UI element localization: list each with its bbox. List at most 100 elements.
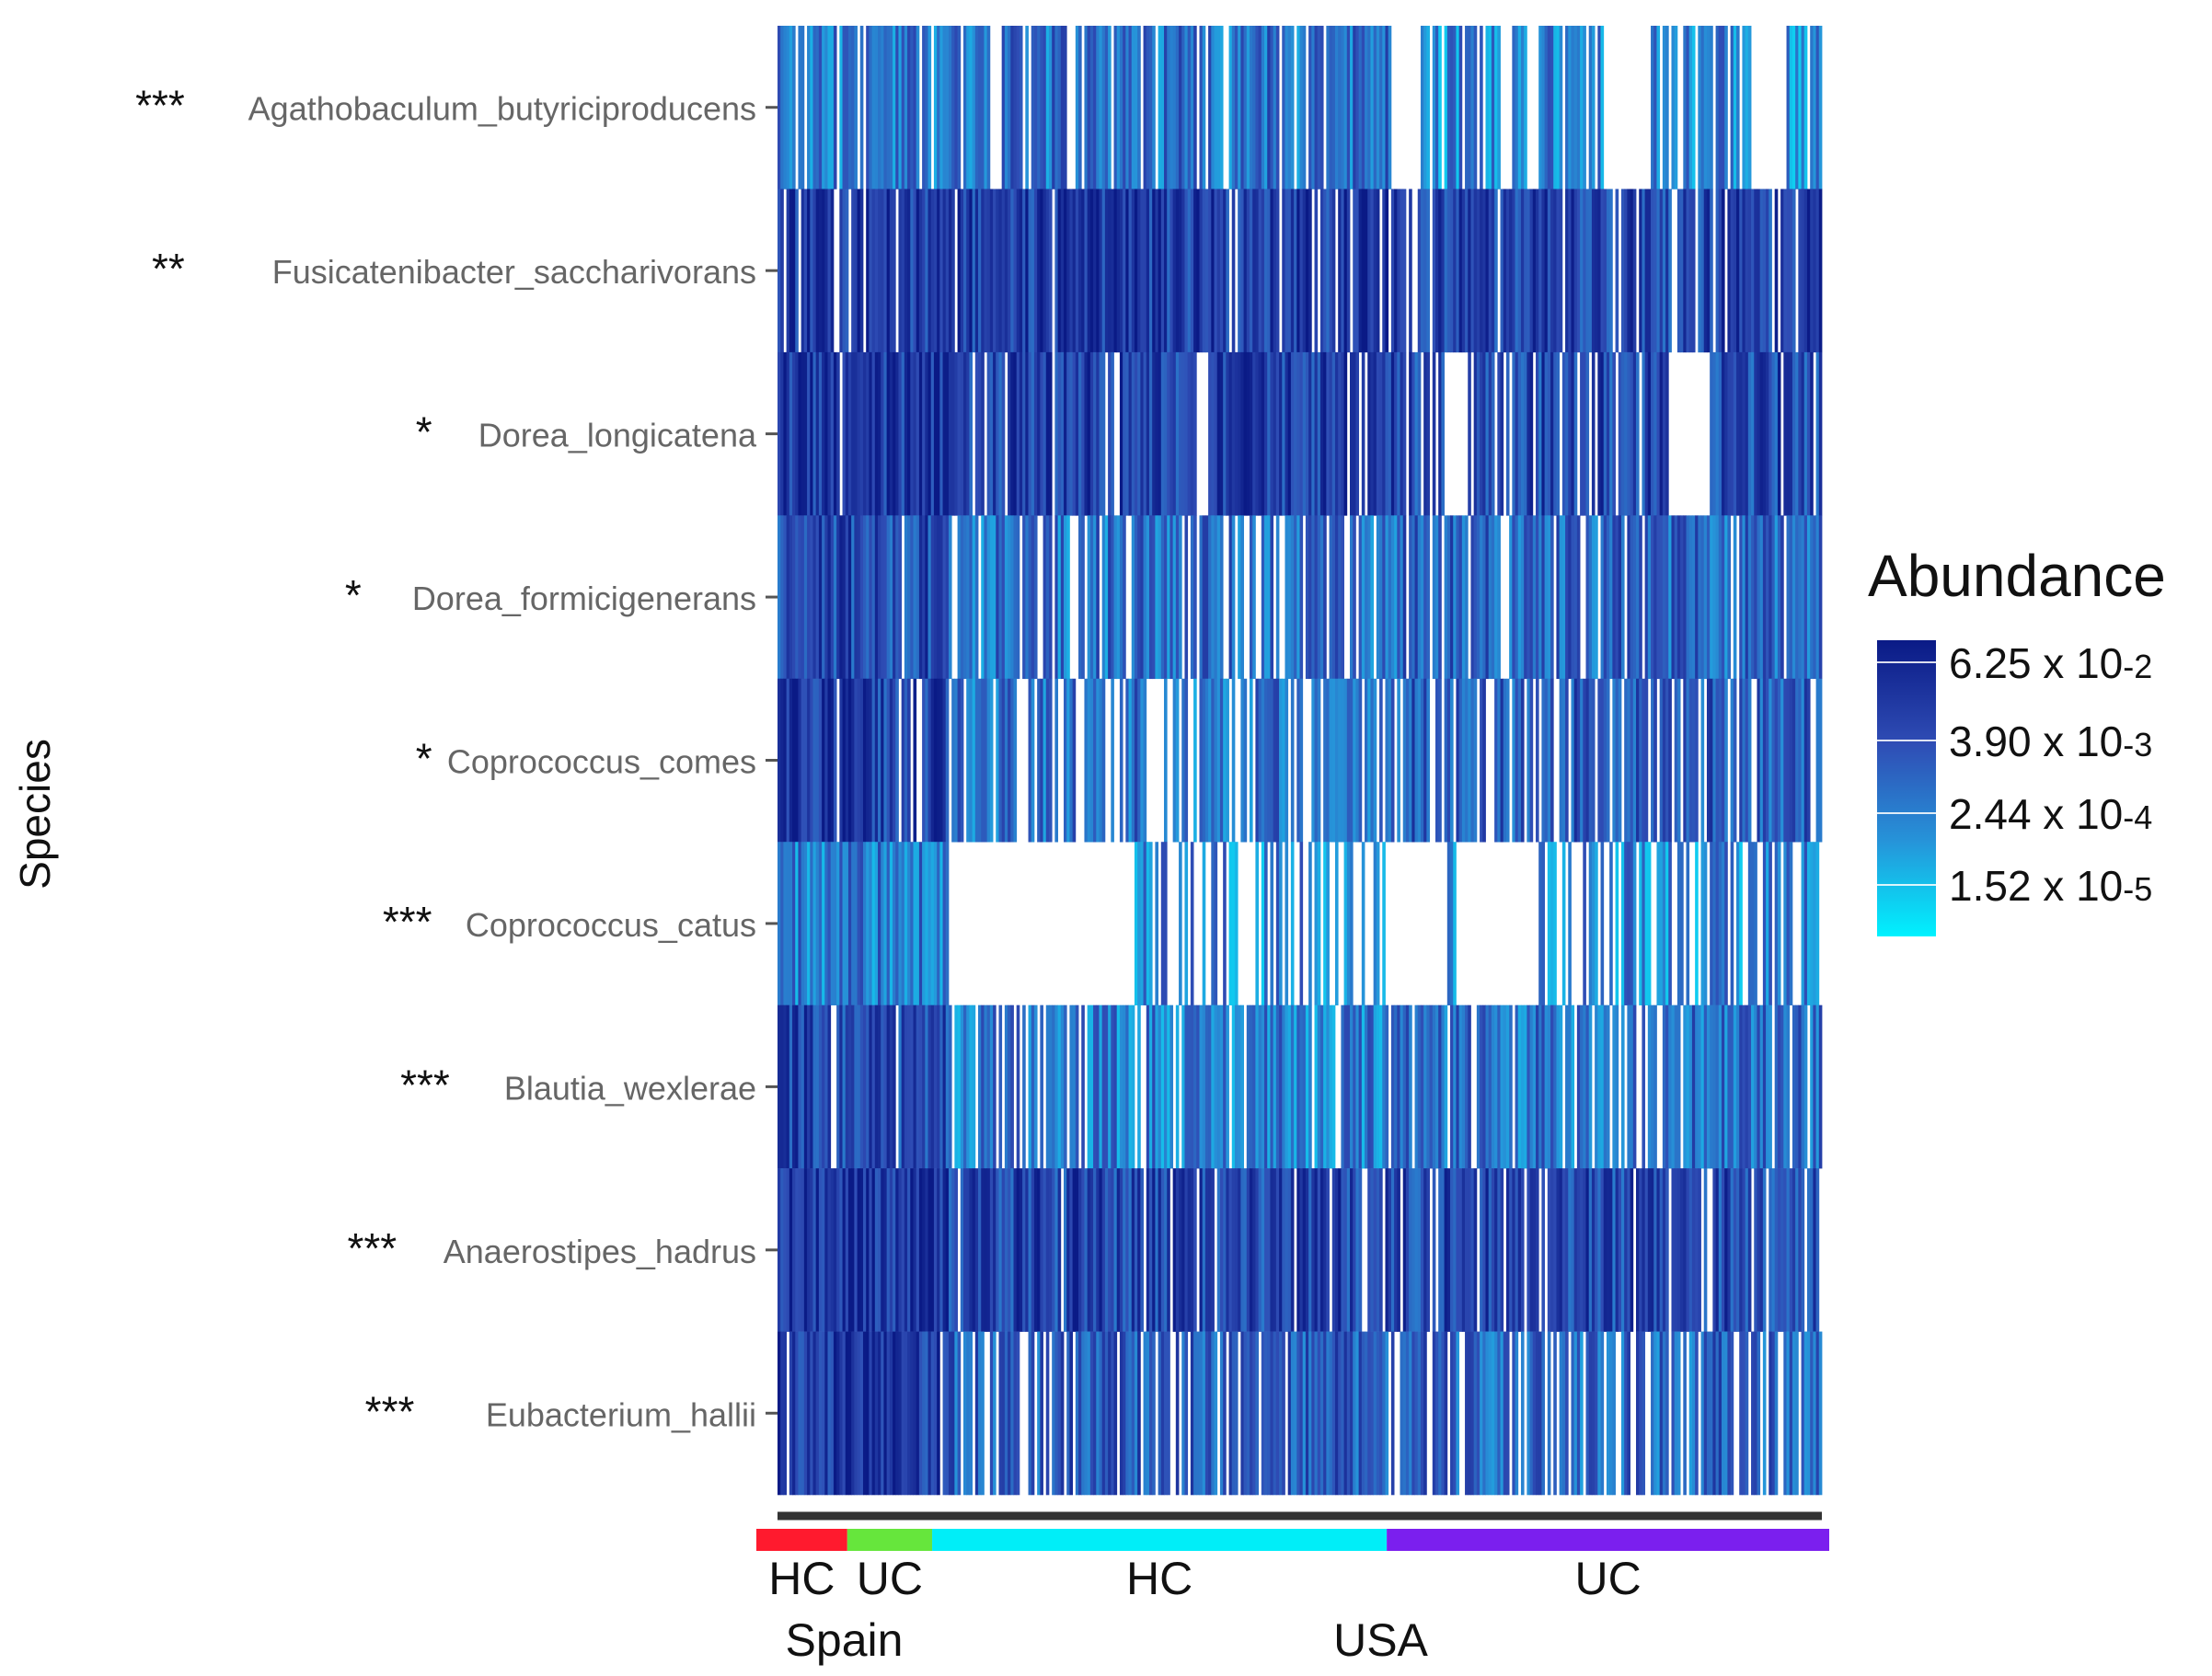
heatmap-cell bbox=[1698, 1168, 1701, 1332]
heatmap-cell bbox=[1438, 1004, 1442, 1169]
heatmap-cell bbox=[1813, 26, 1816, 189]
heatmap-cell bbox=[1710, 189, 1713, 353]
heatmap-cell bbox=[1815, 189, 1820, 353]
heatmap-cell bbox=[1234, 842, 1238, 1005]
heatmap-cell bbox=[845, 1168, 849, 1332]
heatmap-cell bbox=[1261, 1331, 1265, 1496]
heatmap-cell bbox=[883, 189, 888, 353]
heatmap-cell bbox=[1568, 1004, 1572, 1169]
heatmap-cell bbox=[1529, 351, 1534, 516]
heatmap-cell bbox=[1128, 1331, 1133, 1496]
heatmap-cell bbox=[1680, 515, 1684, 680]
heatmap-cell bbox=[1287, 1331, 1292, 1496]
heatmap-cell bbox=[1671, 26, 1676, 189]
heatmap-cell bbox=[818, 1004, 823, 1169]
heatmap-cell bbox=[1326, 1004, 1330, 1169]
heatmap-cell bbox=[998, 1168, 1003, 1332]
heatmap-cell bbox=[1123, 351, 1126, 516]
heatmap-cell bbox=[839, 842, 843, 1005]
heatmap-cell bbox=[780, 678, 784, 843]
heatmap-cell bbox=[1810, 351, 1814, 516]
heatmap-cell bbox=[1754, 842, 1757, 1005]
heatmap-cell bbox=[1676, 842, 1681, 1005]
heatmap-cell bbox=[1580, 1331, 1584, 1496]
heatmap-cell bbox=[789, 515, 793, 680]
heatmap-cell bbox=[842, 189, 847, 353]
heatmap-cell bbox=[1341, 189, 1344, 353]
heatmap-cell bbox=[1417, 1004, 1422, 1169]
heatmap-cell bbox=[1134, 189, 1138, 353]
heatmap-cell bbox=[1426, 26, 1430, 189]
heatmap-cell bbox=[1618, 351, 1622, 516]
heatmap-cell bbox=[1358, 1168, 1363, 1332]
heatmap-cell bbox=[1718, 1331, 1722, 1496]
heatmap-cell bbox=[1580, 189, 1584, 353]
heatmap-cell bbox=[1780, 515, 1784, 680]
heatmap-cell bbox=[1267, 678, 1271, 843]
heatmap-cell bbox=[1101, 351, 1106, 516]
heatmap-cell bbox=[1686, 842, 1690, 1005]
heatmap-cell bbox=[1343, 842, 1348, 1005]
heatmap-cell bbox=[1703, 189, 1708, 353]
heatmap-cell bbox=[893, 1331, 896, 1496]
heatmap-cell bbox=[1497, 1168, 1501, 1332]
heatmap-cell bbox=[1160, 26, 1165, 189]
heatmap-cell bbox=[1249, 351, 1253, 516]
heatmap-cell bbox=[1806, 515, 1811, 680]
heatmap-cell bbox=[1190, 515, 1194, 680]
heatmap-cell bbox=[1252, 515, 1256, 680]
heatmap-cell bbox=[1043, 515, 1047, 680]
heatmap-cell bbox=[1497, 1331, 1501, 1496]
heatmap-cell bbox=[1491, 1331, 1495, 1496]
heatmap-cell bbox=[1550, 351, 1554, 516]
heatmap-cell bbox=[1246, 351, 1250, 516]
heatmap-cell bbox=[1620, 515, 1625, 680]
heatmap-cell bbox=[1423, 1331, 1427, 1496]
heatmap-cell bbox=[1204, 515, 1209, 680]
heatmap-cell bbox=[1146, 1168, 1150, 1332]
heatmap-cell bbox=[1718, 189, 1722, 353]
heatmap-cell bbox=[939, 351, 943, 516]
heatmap-cell bbox=[1630, 1004, 1634, 1169]
heatmap-cell bbox=[780, 26, 784, 189]
group-bar-usa-hc bbox=[932, 1529, 1388, 1551]
heatmap-cell bbox=[1148, 351, 1153, 516]
heatmap-cell bbox=[1282, 351, 1285, 516]
heatmap-cell bbox=[998, 1004, 1003, 1169]
heatmap-cell bbox=[1045, 515, 1050, 680]
heatmap-cell bbox=[1494, 678, 1498, 843]
heatmap-cell bbox=[1550, 1168, 1554, 1332]
heatmap-cell bbox=[803, 189, 808, 353]
heatmap-cell bbox=[1323, 189, 1327, 353]
heatmap-cell bbox=[1299, 189, 1304, 353]
heatmap-cell bbox=[1488, 26, 1492, 189]
heatmap-cell bbox=[1585, 1168, 1590, 1332]
heatmap-cell bbox=[1747, 26, 1752, 189]
heatmap-cell bbox=[1290, 678, 1295, 843]
heatmap-cell bbox=[1160, 1004, 1165, 1169]
heatmap-cell bbox=[1568, 189, 1572, 353]
heatmap-cell bbox=[818, 515, 823, 680]
heatmap-cell bbox=[1783, 678, 1787, 843]
heatmap-cell bbox=[1620, 1004, 1625, 1169]
heatmap-cell bbox=[1556, 26, 1561, 189]
heatmap-cell bbox=[1653, 26, 1657, 189]
heatmap-cell bbox=[1084, 1331, 1089, 1496]
heatmap-cell bbox=[1603, 515, 1607, 680]
heatmap-cell bbox=[1323, 1331, 1327, 1496]
heatmap-cell bbox=[1414, 515, 1419, 680]
heatmap-cell bbox=[1515, 1004, 1519, 1169]
heatmap-cell bbox=[1710, 351, 1713, 516]
heatmap-cell bbox=[1152, 26, 1156, 189]
heatmap-cell bbox=[1066, 1168, 1070, 1332]
heatmap-cell bbox=[1503, 678, 1507, 843]
heatmap-cell bbox=[1323, 515, 1327, 680]
heatmap-cell bbox=[1715, 1004, 1720, 1169]
heatmap-cell bbox=[1505, 1168, 1510, 1332]
heatmap-cell bbox=[1302, 1331, 1307, 1496]
heatmap-cell bbox=[1710, 1004, 1713, 1169]
heatmap-cell bbox=[1662, 842, 1666, 1005]
heatmap-cell bbox=[1093, 515, 1097, 680]
heatmap-cell bbox=[922, 1004, 926, 1169]
heatmap-cell bbox=[978, 1168, 982, 1332]
